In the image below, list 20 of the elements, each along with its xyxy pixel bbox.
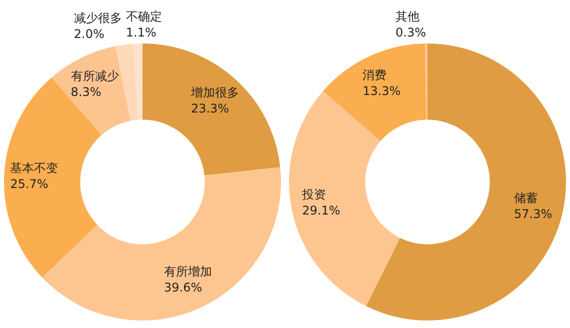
slice-label: 有所增加 (164, 264, 212, 279)
slice-label: 基本不变 (10, 161, 58, 176)
data-label: 13.3% (362, 84, 401, 98)
slice-label: 减少很多 (74, 10, 122, 25)
slice-label: 投资 (301, 187, 326, 202)
slice-label: 有所减少 (70, 68, 119, 83)
slice-label: 消费 (362, 68, 387, 82)
data-label: 23.3% (190, 101, 230, 116)
data-label: 29.1% (302, 203, 340, 218)
slice-label: 其他 (396, 10, 420, 24)
data-label: 25.7% (10, 177, 48, 192)
data-label: 1.1% (126, 26, 156, 40)
data-label: 0.3% (396, 26, 426, 40)
data-label: 8.3% (70, 84, 102, 99)
slice-label: 不确定 (126, 10, 162, 24)
data-label: 39.6% (164, 280, 202, 295)
data-label: 57.3% (514, 206, 552, 221)
slice-label: 增加很多 (190, 85, 239, 100)
data-label: 2.0% (74, 26, 104, 41)
slice-label: 储蓄 (514, 190, 538, 205)
